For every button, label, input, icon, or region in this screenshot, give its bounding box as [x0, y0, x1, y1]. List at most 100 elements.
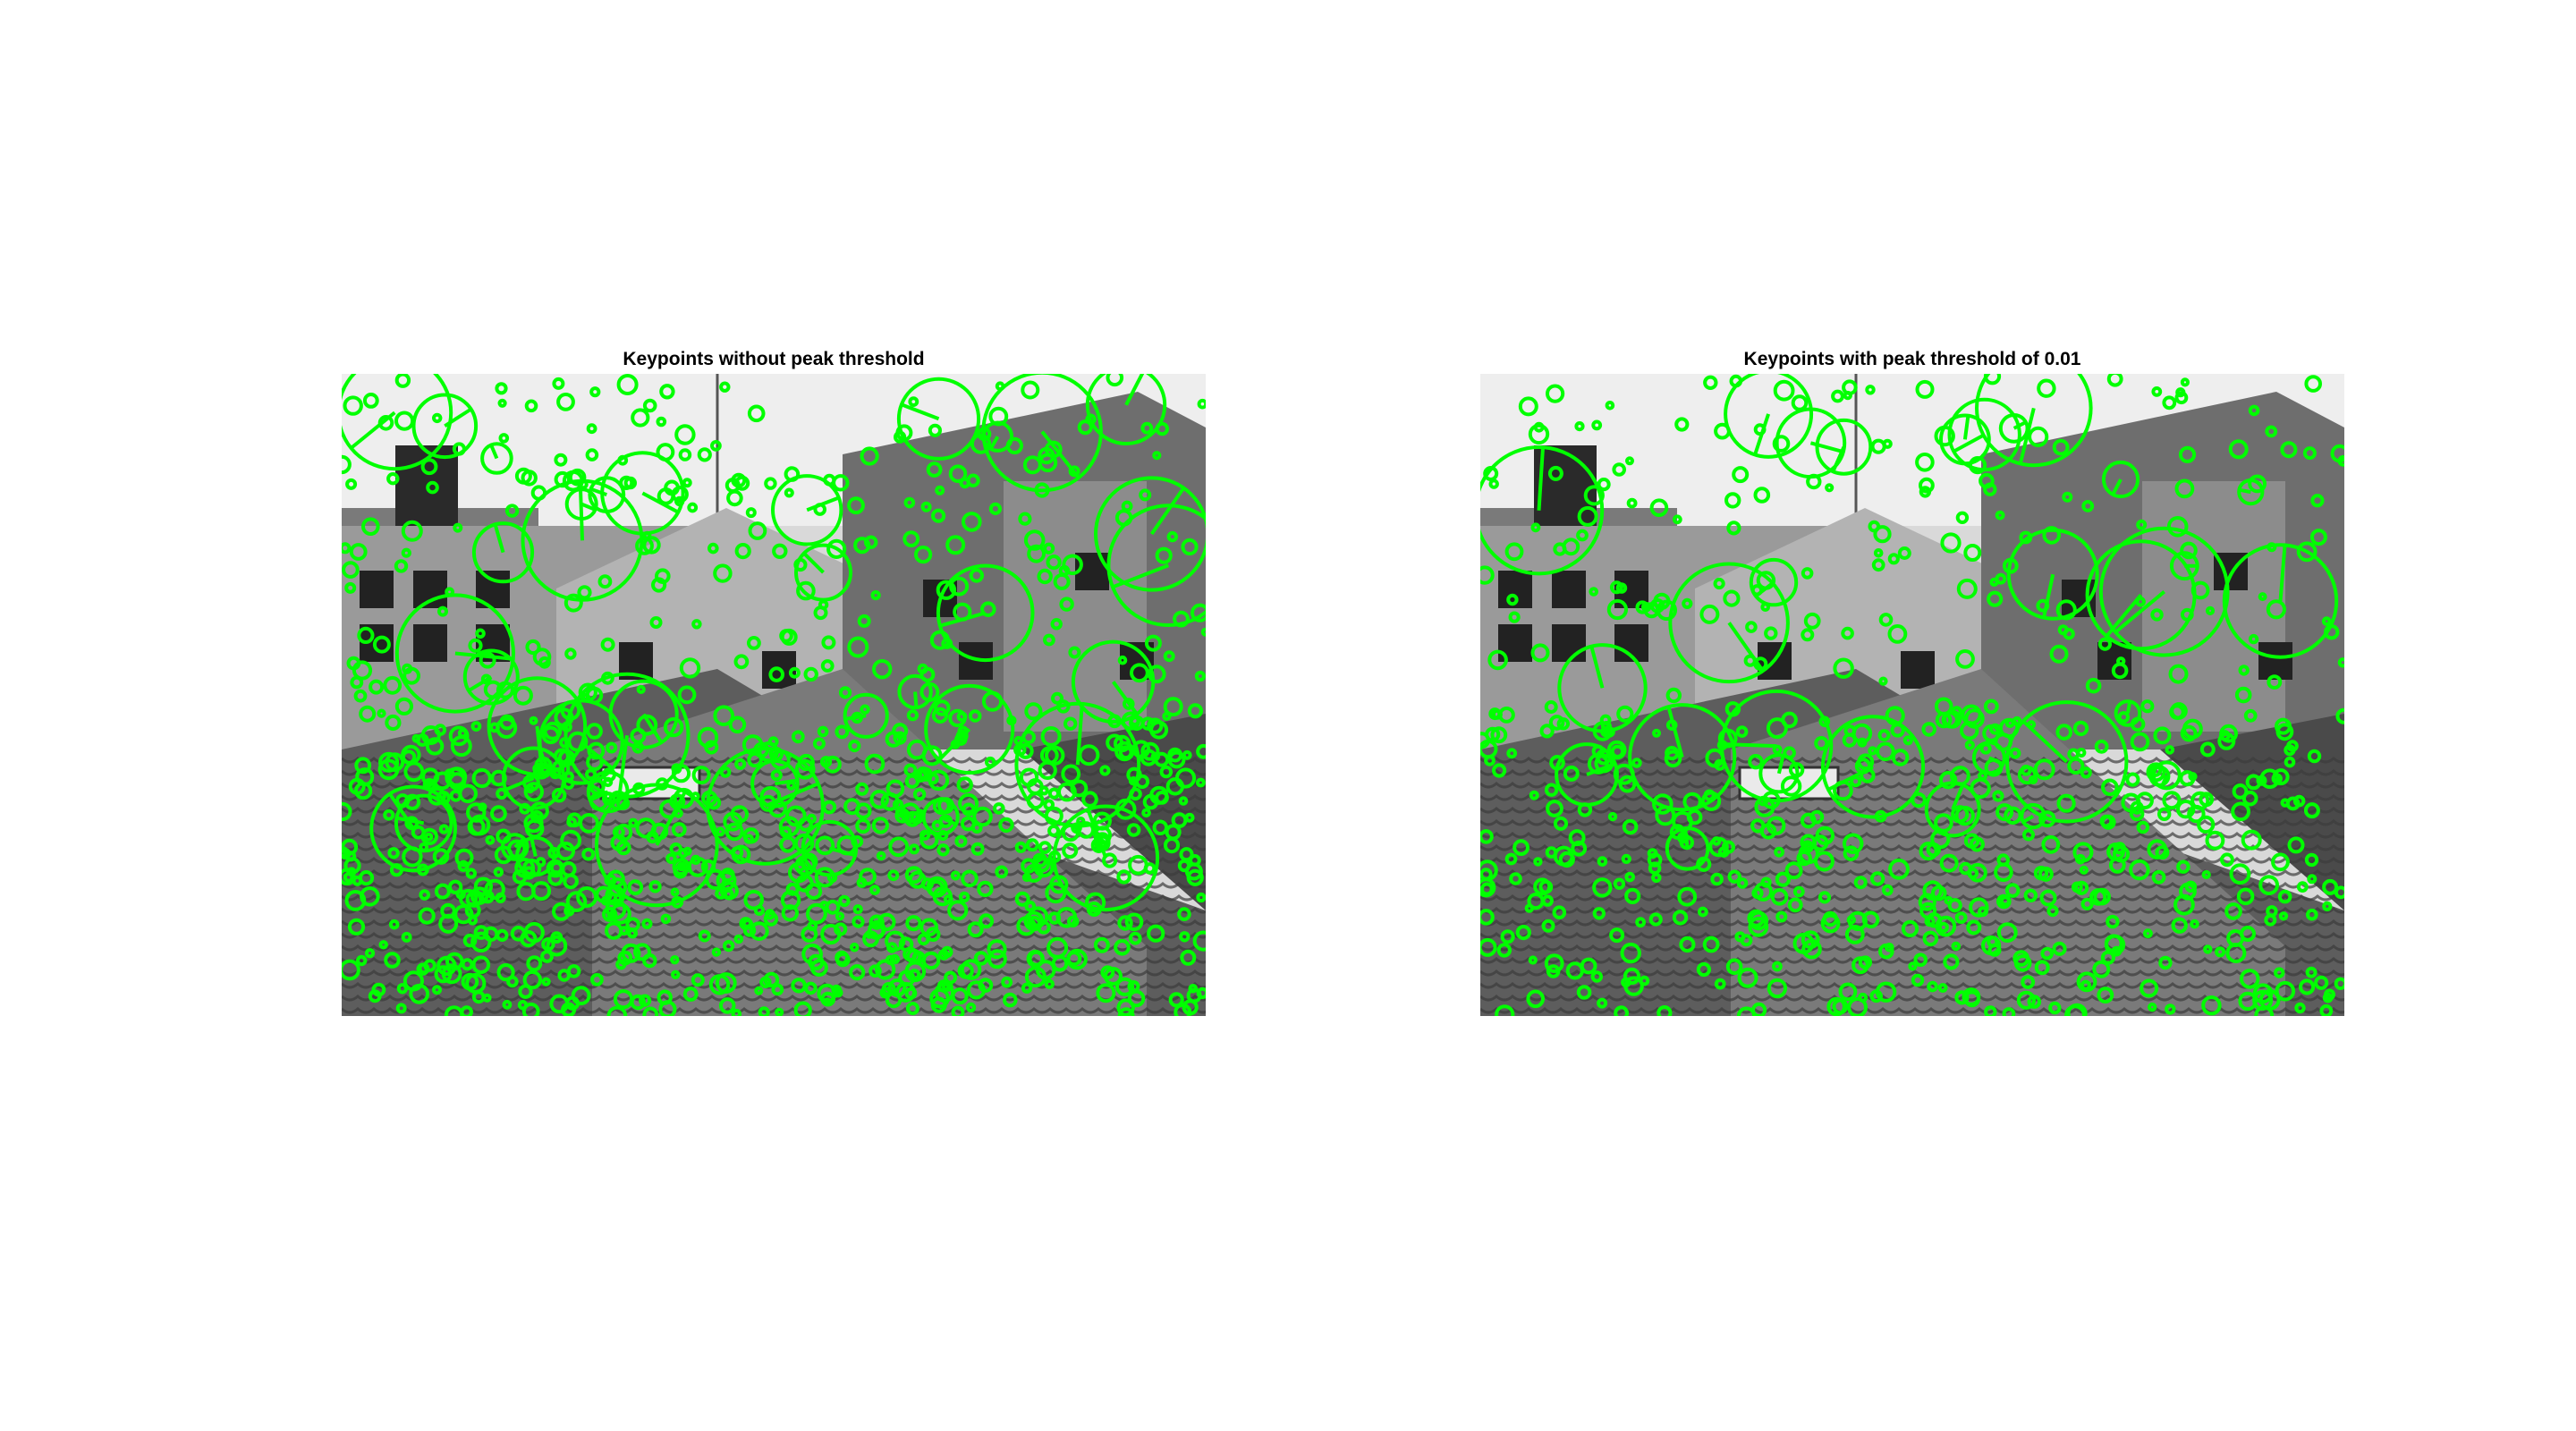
- keypoint-marker: [496, 787, 508, 800]
- keypoint-marker: [718, 997, 736, 1014]
- keypoint-marker: [2248, 404, 2260, 417]
- keypoint-marker: [1881, 884, 1894, 896]
- keypoint-marker: [1124, 912, 1144, 932]
- keypoint-marker: [898, 936, 914, 953]
- keypoint-orientation: [2042, 573, 2055, 619]
- keypoint-marker: [2217, 732, 2236, 750]
- keypoint-marker: [506, 975, 519, 988]
- keypoint-marker: [1130, 663, 1149, 683]
- keypoint-marker: [571, 986, 591, 1006]
- keypoint-marker: [2241, 790, 2258, 807]
- keypoint-marker: [1127, 989, 1146, 1008]
- keypoint-marker: [1975, 374, 2093, 468]
- keypoint-marker: [1639, 975, 1650, 986]
- keypoint-marker: [1116, 869, 1131, 885]
- keypoint-marker: [2169, 704, 2185, 720]
- keypoint-marker: [2292, 794, 2306, 808]
- keypoint-marker: [1541, 919, 1555, 933]
- keypoint-marker: [403, 761, 425, 783]
- keypoint-marker: [801, 819, 859, 877]
- keypoint-marker: [1515, 925, 1531, 941]
- keypoint-marker: [2048, 1001, 2062, 1015]
- panel-left: Keypoints without peak threshold: [342, 349, 1206, 1016]
- keypoint-marker: [354, 757, 372, 775]
- keypoint-orientation: [493, 523, 505, 554]
- keypoint-marker: [1811, 834, 1829, 851]
- keypoint-marker: [468, 638, 483, 653]
- keypoint-marker: [648, 880, 662, 893]
- keypoint-marker: [523, 782, 545, 802]
- keypoint-marker: [1093, 936, 1110, 953]
- keypoint-marker: [422, 778, 433, 789]
- keypoint-marker: [691, 973, 705, 987]
- keypoint-marker: [1179, 931, 1191, 943]
- keypoint-marker: [713, 705, 735, 727]
- keypoint-marker: [876, 851, 886, 861]
- keypoint-marker: [1178, 796, 1189, 806]
- keypoint-marker: [859, 868, 877, 885]
- keypoint-marker: [927, 773, 939, 785]
- keypoint-marker: [1182, 749, 1192, 760]
- keypoint-marker: [2280, 441, 2298, 459]
- keypoint-marker: [588, 476, 626, 514]
- keypoint-marker: [2203, 944, 2213, 954]
- keypoint-marker: [2314, 975, 2329, 990]
- keypoint-marker: [2006, 528, 2099, 621]
- keypoint-marker: [606, 741, 618, 754]
- keypoint-marker: [635, 537, 654, 555]
- keypoint-marker: [433, 771, 452, 791]
- keypoint-marker: [2079, 865, 2089, 875]
- keypoint-marker: [1081, 791, 1098, 809]
- keypoint-marker: [2121, 792, 2141, 813]
- keypoint-marker: [1723, 589, 1741, 607]
- keypoint-marker: [2319, 1003, 2334, 1016]
- keypoint-marker: [2171, 917, 2188, 934]
- keypoint-marker: [2299, 978, 2316, 995]
- keypoint-marker: [2309, 529, 2327, 546]
- keypoint-marker: [921, 798, 960, 836]
- keypoint-marker: [2220, 852, 2234, 868]
- keypoint-marker: [2243, 708, 2258, 723]
- keypoint-marker: [1576, 529, 1589, 542]
- keypoint-orientation: [580, 502, 597, 512]
- keypoint-marker: [438, 824, 450, 834]
- keypoint-marker: [747, 404, 766, 423]
- keypoint-marker: [1647, 848, 1658, 859]
- keypoint-marker: [670, 955, 680, 965]
- keypoint-image-right: [1480, 374, 2344, 1016]
- keypoint-marker: [1736, 1006, 1757, 1016]
- keypoint-marker: [784, 487, 794, 498]
- keypoint-marker: [2117, 711, 2130, 724]
- keypoint-marker: [2335, 707, 2344, 724]
- keypoint-marker: [2182, 718, 2203, 740]
- keypoint-marker: [2296, 881, 2309, 893]
- keypoint-marker: [962, 802, 976, 817]
- keypoint-marker: [1934, 697, 1953, 716]
- keypoint-marker: [855, 817, 871, 834]
- keypoint-marker: [2162, 791, 2182, 810]
- keypoint-marker: [1026, 949, 1045, 969]
- keypoint-marker: [1043, 633, 1055, 647]
- keypoint-orientation: [578, 480, 584, 541]
- scene-layer: [1480, 374, 2344, 1016]
- keypoint-marker: [671, 486, 689, 504]
- keypoint-marker: [2136, 820, 2149, 834]
- keypoint-marker: [801, 943, 823, 965]
- keypoint-marker: [2098, 526, 2230, 657]
- keypoint-orientation: [1683, 827, 1690, 850]
- keypoint-marker: [475, 628, 486, 639]
- keypoint-marker: [1699, 604, 1720, 624]
- keypoint-marker: [1934, 813, 1953, 833]
- keypoint-marker: [2258, 875, 2279, 895]
- keypoint-marker: [659, 384, 675, 400]
- keypoint-marker: [1901, 919, 1919, 938]
- keypoint-marker: [1935, 915, 1957, 937]
- keypoint-marker: [1631, 758, 1642, 768]
- keypoint-marker: [2004, 883, 2021, 898]
- keypoint-marker: [577, 585, 592, 600]
- keypoint-marker: [2303, 802, 2320, 819]
- keypoint-marker: [1623, 967, 1641, 986]
- keypoint-marker: [2106, 374, 2123, 387]
- keypoint-marker: [2165, 745, 2175, 755]
- keypoint-marker: [1063, 716, 1078, 731]
